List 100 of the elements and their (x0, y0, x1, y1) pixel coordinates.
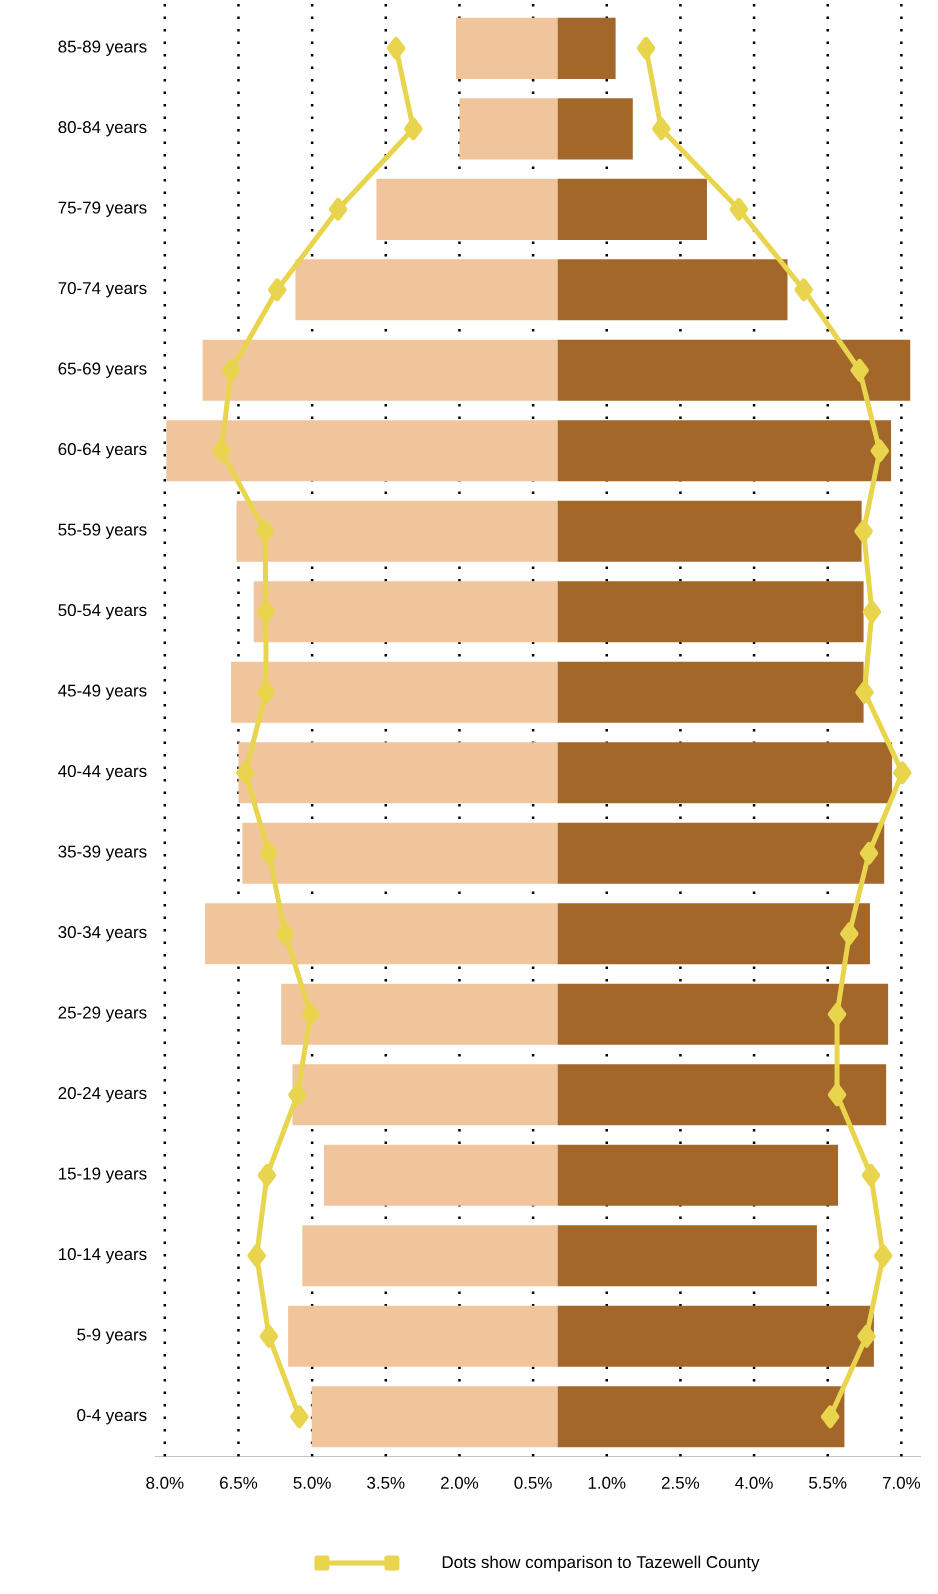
point (301, 1002, 320, 1026)
bar (557, 178, 707, 240)
bar (166, 420, 558, 482)
y-tick-label: 50-54 years (58, 604, 147, 620)
y-tick-label: 45-49 years (58, 684, 147, 700)
y-tick-label: 55-59 years (58, 523, 147, 539)
bar (242, 822, 558, 884)
bar (231, 661, 558, 723)
point (221, 358, 241, 382)
point (854, 519, 873, 543)
point (893, 761, 912, 785)
bar (376, 178, 558, 240)
x-tick-label: 2.5% (661, 1476, 700, 1489)
bar (557, 500, 862, 562)
point (259, 1324, 279, 1348)
bar (557, 1144, 839, 1206)
bar (557, 822, 885, 884)
point (862, 600, 882, 624)
y-tick-label: 65-69 years (58, 362, 147, 378)
y-tick-label: 20-24 years (58, 1087, 147, 1103)
bar (557, 1386, 845, 1448)
bar (288, 1305, 558, 1367)
point (859, 841, 879, 865)
bar (557, 98, 633, 160)
x-tick-label: 4.0% (735, 1476, 773, 1489)
point (855, 680, 874, 704)
point (857, 1324, 876, 1348)
y-tick-label: 10-14 years (59, 1248, 147, 1264)
point (256, 600, 276, 624)
x-tick-label: 3.5% (367, 1476, 405, 1489)
point (386, 36, 406, 60)
bar (557, 1064, 887, 1126)
x-tick-label: 8.0% (146, 1476, 184, 1489)
bar (205, 903, 558, 965)
bar (557, 742, 893, 804)
y-tick-label: 85-89 years (58, 40, 147, 56)
point (636, 36, 656, 60)
point (827, 1002, 847, 1026)
x-tick-label: 5.5% (809, 1476, 847, 1489)
point (873, 1244, 893, 1268)
point (794, 278, 813, 302)
point (275, 922, 295, 946)
point (870, 439, 890, 463)
y-tick-label: 70-74 years (58, 282, 147, 298)
bar (456, 17, 558, 79)
y-tick-label: 25-29 years (58, 1006, 147, 1022)
y-tick-label: 5-9 years (77, 1328, 147, 1344)
y-tick-label: 30-34 years (58, 926, 147, 942)
bar (557, 903, 870, 965)
y-tick-label: 75-79 years (58, 201, 147, 217)
point (212, 439, 231, 463)
bar (557, 661, 864, 723)
point (840, 922, 859, 946)
y-tick-label: 0-4 years (77, 1409, 147, 1425)
bar (302, 1225, 558, 1287)
point (850, 358, 869, 382)
bar (557, 581, 864, 643)
x-tick-label: 0.5% (514, 1476, 552, 1489)
point (259, 841, 279, 865)
bar (323, 1144, 558, 1206)
point (236, 761, 255, 785)
y-tick-label: 15-19 years (59, 1167, 147, 1183)
point (820, 1405, 840, 1429)
point (288, 1083, 307, 1107)
bar (238, 742, 558, 804)
point (652, 117, 671, 141)
bar (557, 17, 616, 79)
x-tick-label: 7.0% (882, 1476, 921, 1489)
text: Dots show comparison to Tazewell County (442, 1555, 760, 1572)
x-tick-label: 6.5% (220, 1476, 258, 1489)
y-tick-label: 60-64 years (58, 443, 147, 459)
bar (557, 420, 892, 482)
bar (292, 1064, 558, 1126)
bar (281, 983, 558, 1045)
point (255, 519, 275, 543)
point (328, 197, 348, 221)
point (729, 197, 749, 221)
y-tick-label: 80-84 years (58, 121, 147, 137)
bar (236, 500, 558, 562)
point (861, 1163, 881, 1187)
point (827, 1083, 847, 1107)
point (404, 117, 423, 141)
bar (311, 1386, 558, 1448)
bar (459, 98, 558, 160)
y-tick-label: 35-39 years (58, 845, 147, 861)
y-tick-label: 40-44 years (58, 765, 147, 781)
bar (202, 339, 558, 401)
bar (557, 339, 911, 401)
bar (295, 259, 558, 321)
point (257, 1163, 277, 1187)
x-tick-label: 1.0% (588, 1476, 626, 1489)
bar (253, 581, 558, 643)
x-tick-label: 2.0% (441, 1476, 479, 1489)
bar (557, 983, 889, 1045)
point (256, 680, 276, 704)
point (247, 1244, 266, 1268)
bar (557, 259, 788, 321)
bar (557, 1225, 817, 1287)
x-tick-label: 5.0% (293, 1476, 331, 1489)
bar (557, 1305, 874, 1367)
